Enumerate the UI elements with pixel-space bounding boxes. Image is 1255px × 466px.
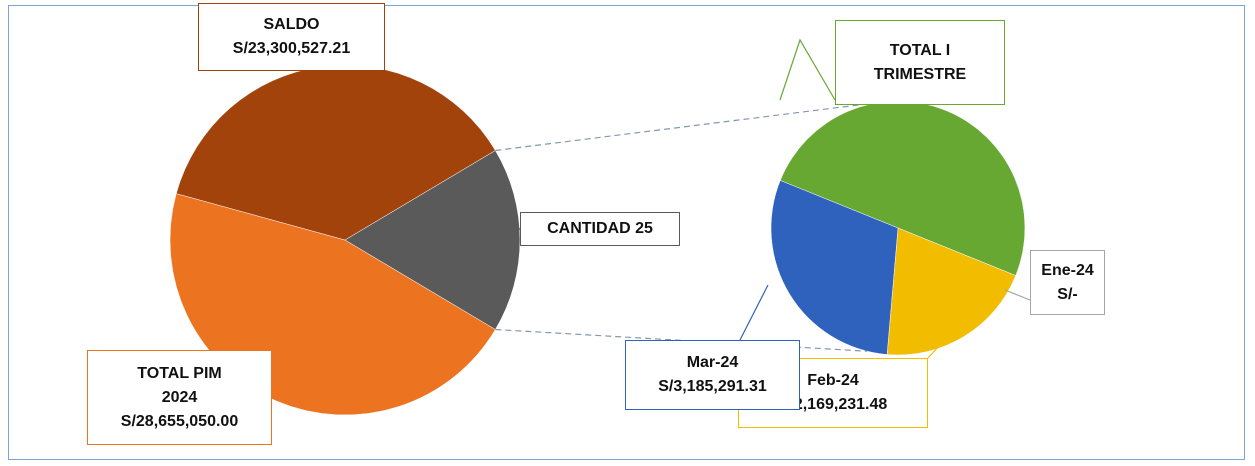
leader-line — [739, 284, 769, 341]
value-label: S/28,655,050.00 — [120, 412, 239, 430]
leader-line — [779, 38, 836, 101]
chart-frame — [8, 5, 1245, 460]
pie-slice — [770, 180, 899, 355]
slice-name: CANTIDAD 25 — [547, 220, 653, 237]
data-label: SALDO S/23,300,527.21 — [198, 3, 385, 71]
data-label: TOTAL I TRIMESTRE — [835, 20, 1005, 105]
value-label: S/23,300,527.21 — [232, 40, 351, 57]
pie-slice — [886, 227, 1017, 356]
data-label: Mar-24 S/3,185,291.31 — [625, 340, 800, 410]
value-label: S/3,185,291.31 — [658, 378, 767, 395]
data-label: CANTIDAD 25 — [520, 212, 680, 246]
slice-name: TOTAL PIM 2024 — [137, 364, 222, 406]
pie-slice — [779, 101, 1026, 276]
data-label: Ene-24 S/- — [1030, 250, 1105, 315]
connector-line — [495, 328, 868, 352]
slice-name: Ene-24 — [1041, 261, 1094, 279]
data-label: TOTAL PIM 2024 S/28,655,050.00 — [87, 350, 272, 445]
connector-line — [495, 101, 885, 152]
slice-name: Feb-24 — [807, 372, 859, 389]
value-label: S/- — [1057, 285, 1078, 303]
slice-name: TOTAL I TRIMESTRE — [873, 41, 967, 83]
leader-line — [271, 359, 301, 376]
pie-slice-other — [344, 150, 521, 330]
leader-line — [1004, 289, 1031, 301]
leader-line — [927, 344, 941, 359]
slice-name: Mar-24 — [686, 354, 739, 371]
slice-name: SALDO — [263, 16, 320, 33]
value-label: S/2,169,231.48 — [778, 396, 888, 413]
